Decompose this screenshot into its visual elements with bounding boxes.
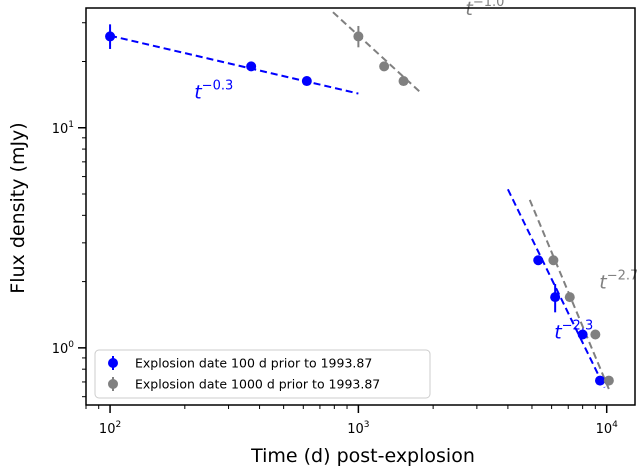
legend-label: Explosion date 100 d prior to 1993.87 (135, 356, 372, 371)
data-point-1-5 (550, 292, 561, 303)
data-point-2-1 (353, 31, 364, 42)
data-point-2-6 (590, 329, 601, 340)
fit-annotation-2-1: t−1.0 (465, 0, 504, 20)
data-point-2-4 (548, 255, 559, 266)
data-point-2-7 (603, 375, 614, 386)
y-tick-label: 101 (52, 120, 74, 137)
x-tick-label: 104 (596, 420, 619, 437)
data-point-1-2 (246, 61, 257, 72)
data-point-2-3 (398, 76, 409, 87)
fit-line-1-2 (506, 188, 606, 389)
data-point-2-2 (379, 61, 390, 72)
legend-label: Explosion date 1000 d prior to 1993.87 (135, 377, 380, 392)
axis-ticks: 102 103 104 100 101 (52, 22, 619, 437)
legend-marker (108, 379, 118, 389)
data-point-1-7 (595, 375, 606, 386)
data-point-2-5 (564, 292, 575, 303)
data-point-1-3 (301, 76, 312, 87)
data-point-1-1 (105, 31, 116, 42)
fit-annotation-1-1: t−0.3 (194, 79, 233, 104)
plot-marks: t−0.3 t−2.3 t−1.0 t−2.7 (105, 0, 637, 390)
plot-frame (85, 7, 636, 406)
data-point-1-6 (577, 329, 588, 340)
x-tick-label: 102 (99, 420, 121, 437)
legend-frame (94, 349, 431, 399)
fit-annotation-2-2: t−2.7 (599, 268, 637, 293)
y-tick-label: 100 (52, 340, 75, 357)
y-axis-label: Flux density (mJy) (7, 122, 29, 293)
fit-line-1-1 (109, 34, 359, 95)
legend: Explosion date 100 d prior to 1993.87 Exp… (94, 349, 431, 399)
legend-marker (108, 358, 118, 368)
fit-annotation-1-2: t−2.3 (554, 318, 593, 343)
x-axis-label: Time (d) post-explosion (250, 445, 475, 467)
x-tick-label: 103 (347, 420, 369, 437)
data-point-1-4 (533, 255, 544, 266)
